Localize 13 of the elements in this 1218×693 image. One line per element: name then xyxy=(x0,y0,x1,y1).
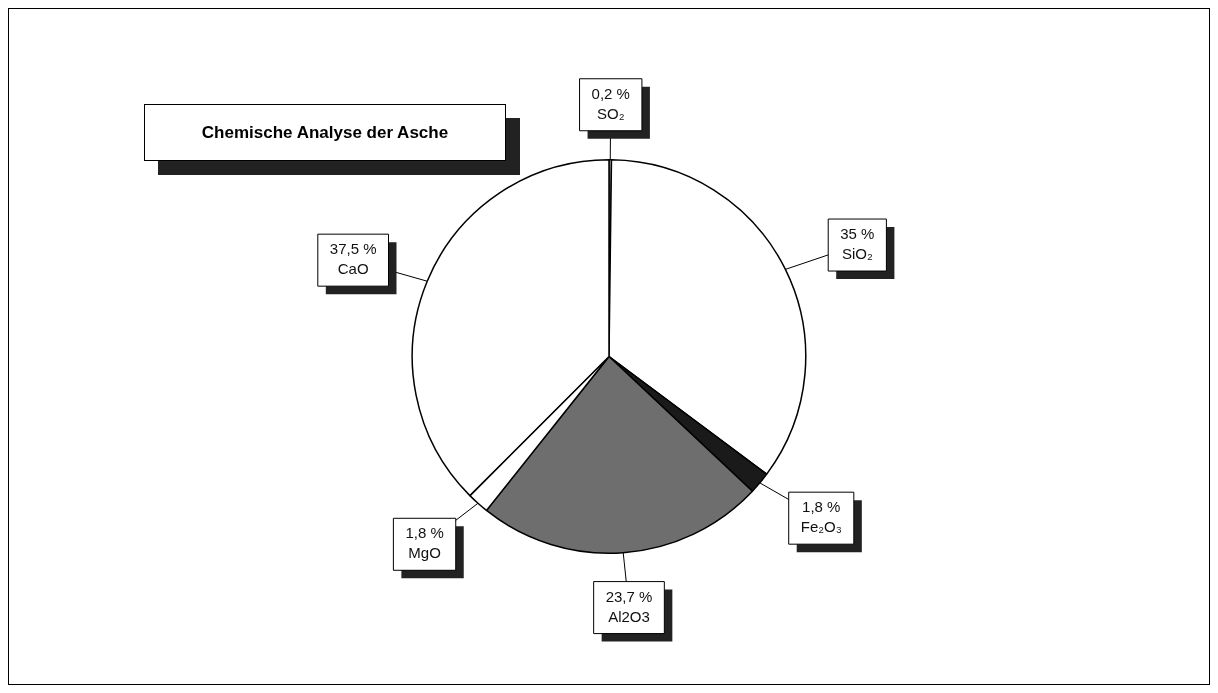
slice-label: Fe₂O₃ xyxy=(800,518,842,536)
slice-label: Al2O3 xyxy=(608,607,650,625)
slice-label: CaO xyxy=(337,260,369,278)
slice-label: SO₂ xyxy=(596,104,625,122)
data-label: 37,5 % xyxy=(329,240,377,258)
slice-label: MgO xyxy=(408,544,441,562)
data-label: 1,8 % xyxy=(405,524,444,542)
data-label: 1,8 % xyxy=(802,498,841,516)
data-label: 0,2 % xyxy=(591,84,630,102)
slice-label: SiO₂ xyxy=(841,245,873,263)
text: Chemische Analyse der Asche xyxy=(144,104,506,161)
data-label: 23,7 % xyxy=(605,587,653,605)
data-label: 35 % xyxy=(840,225,875,243)
